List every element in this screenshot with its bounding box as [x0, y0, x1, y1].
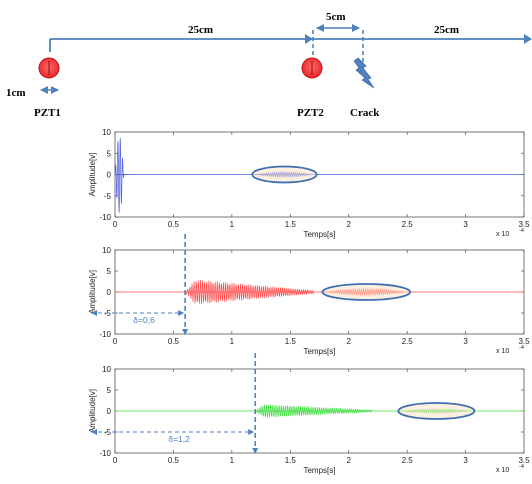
x-axis-label: Temps[s] — [303, 347, 335, 356]
x-tick-label: 3.5 — [518, 220, 530, 229]
delay-dimension-arrow-end — [248, 429, 255, 435]
x-tick-label: 2.5 — [402, 337, 414, 346]
x-tick-label: 3.5 — [518, 456, 530, 465]
lightning-bolt-icon — [353, 57, 375, 89]
pzt1-label: PZT1 — [34, 107, 61, 119]
x-tick-label: 2 — [346, 220, 351, 229]
y-axis-label: Amplitude[v] — [88, 270, 97, 314]
y-tick-label: -10 — [99, 449, 111, 458]
x-tick-label: 3 — [463, 337, 468, 346]
pzt2-label: PZT2 — [297, 107, 324, 119]
beam-end-arrow — [524, 34, 532, 44]
echo-highlight-ellipse — [321, 283, 412, 301]
x-tick-label: 2.5 — [402, 456, 414, 465]
signal-excitation-burst — [114, 138, 130, 213]
x-exponent-power: -4 — [519, 345, 524, 351]
x-tick-label: 0 — [113, 220, 118, 229]
x-exponent-label: x 10 — [496, 231, 509, 238]
x-tick-label: 2 — [346, 456, 351, 465]
y-tick-label: 10 — [102, 246, 111, 255]
y-tick-label: -5 — [104, 192, 112, 201]
pzt-width-label: 1cm — [6, 87, 26, 99]
y-tick-label: 5 — [107, 267, 112, 276]
plot-3: 00.511.522.533.51050-5-10Temps[s]Amplitu… — [88, 353, 530, 475]
y-tick-label: 10 — [102, 128, 111, 137]
y-tick-label: -10 — [99, 213, 111, 222]
dimension-label-crack-end: 25cm — [434, 24, 459, 36]
plot-1: 0 0.5 1 1.5 2 2.5 3 3.5 10 5 0 -5 -10 Temps[s] Amplitu… — [88, 128, 530, 239]
y-tick-label: 0 — [107, 171, 112, 180]
x-tick-label: 0 — [113, 337, 118, 346]
y-axis-label: Amplitude[v] — [88, 389, 97, 433]
dimension-arrow-head-pzt2 — [305, 34, 313, 44]
echo-highlight-ellipse — [397, 402, 476, 420]
dimension-label-pzt2-crack: 5cm — [326, 11, 346, 23]
delay-label: δ=1,2 — [168, 434, 190, 444]
x-tick-label: 3.5 — [518, 337, 530, 346]
x-axis-label: Temps[s] — [303, 466, 335, 475]
beam-schematic: 25cm 5cm 25cm 1cm PZT1 PZT2 Crack — [6, 11, 532, 119]
delay-marker-arrowhead — [252, 448, 259, 454]
delay-dimension-arrow-end — [178, 310, 185, 316]
x-tick-label: 2.5 — [402, 220, 414, 229]
x-exponent-label: x 10 — [496, 467, 509, 474]
plot-2: 00.511.522.533.51050-5-10Temps[s]Amplitu… — [88, 234, 530, 356]
y-tick-label: 5 — [107, 149, 112, 158]
signal-direct-wave — [255, 404, 373, 418]
delay-dimension-arrow-start — [91, 429, 97, 435]
signal-direct-wave — [184, 279, 314, 305]
signal-plots: 0 0.5 1 1.5 2 2.5 3 3.51050-5-10Temps[s]Amplitu… — [88, 128, 530, 475]
y-tick-label: 0 — [107, 288, 112, 297]
y-tick-label: 10 — [102, 365, 111, 374]
x-tick-label: 1 — [230, 456, 235, 465]
x-tick-label: 3 — [463, 220, 468, 229]
x-exponent-power: -4 — [519, 228, 524, 234]
crack-label: Crack — [350, 107, 380, 119]
x-tick-label: 1.5 — [285, 337, 297, 346]
x-tick-label: 1 — [230, 220, 235, 229]
delay-dimension-arrow-start — [91, 310, 97, 316]
x-tick-label: 0.5 — [168, 456, 180, 465]
x-exponent-label: x 10 — [496, 348, 509, 355]
y-axis-label: Amplitude[v] — [88, 152, 97, 196]
x-tick-label: 1.5 — [285, 220, 297, 229]
x-tick-label: 1.5 — [285, 456, 297, 465]
delay-label: δ=0,6 — [133, 315, 155, 325]
x-tick-label: 3 — [463, 456, 468, 465]
x-tick-label: 0.5 — [168, 337, 180, 346]
x-tick-label: 0 — [113, 456, 118, 465]
y-tick-label: 5 — [107, 386, 112, 395]
dimension-label-pzt1-pzt2: 25cm — [188, 24, 213, 36]
x-exponent-power: -4 — [519, 464, 524, 470]
echo-highlight-ellipse — [251, 165, 318, 184]
x-tick-label: 2 — [346, 337, 351, 346]
x-tick-label: 0.5 — [168, 220, 180, 229]
x-axis-label: Temps[s] — [303, 230, 335, 239]
delay-marker-arrowhead — [182, 329, 189, 335]
x-tick-label: 1 — [230, 337, 235, 346]
y-tick-label: 0 — [107, 407, 112, 416]
y-tick-label: -10 — [99, 330, 111, 339]
